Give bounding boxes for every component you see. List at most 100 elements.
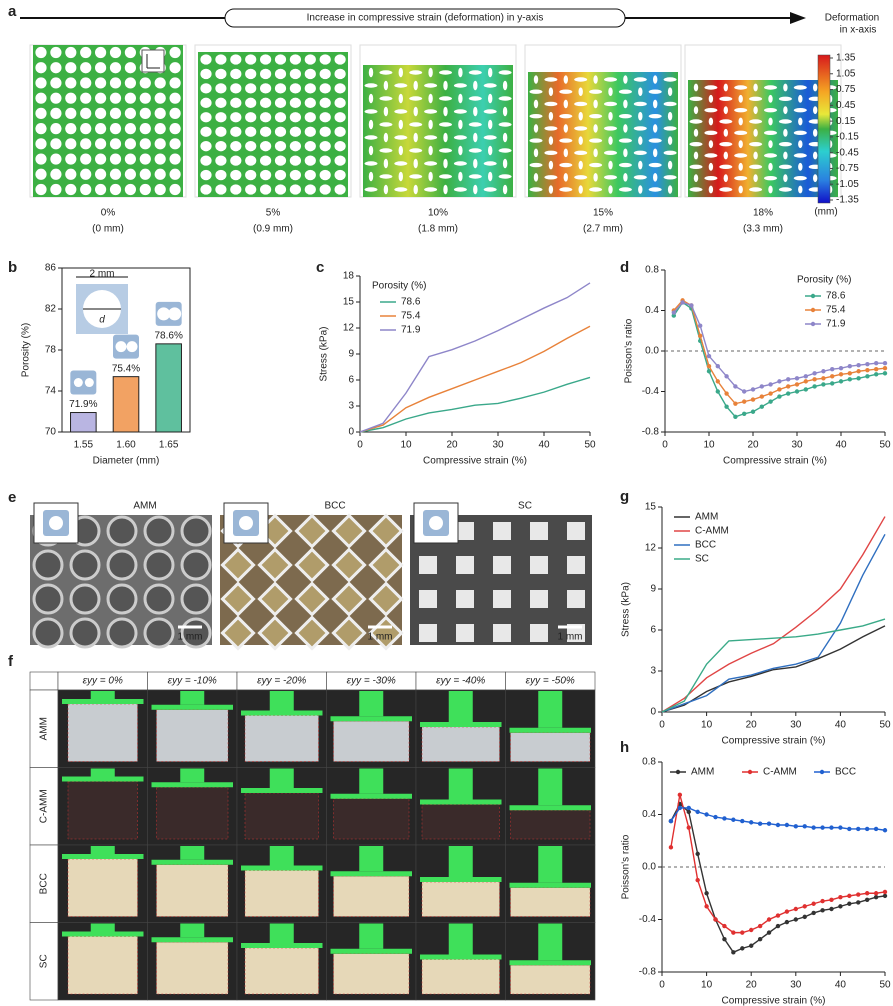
point xyxy=(768,391,772,395)
pore xyxy=(623,75,627,84)
point xyxy=(794,917,798,921)
pore xyxy=(50,169,61,180)
pore xyxy=(534,75,538,84)
pore xyxy=(215,127,226,137)
x-tick-label: 30 xyxy=(790,980,802,991)
pore xyxy=(365,109,378,113)
specimen xyxy=(157,865,229,917)
compression-rod xyxy=(91,924,115,932)
pore xyxy=(215,141,226,151)
compression-plate xyxy=(152,937,234,942)
point xyxy=(830,374,834,378)
x-tick-label: 1.55 xyxy=(74,440,94,451)
pore xyxy=(653,173,657,182)
point xyxy=(830,367,834,371)
pore xyxy=(473,107,477,116)
pore xyxy=(245,141,256,151)
pore xyxy=(200,141,211,151)
point xyxy=(733,415,737,419)
specimen xyxy=(511,965,591,994)
pore xyxy=(200,98,211,108)
photo-cell xyxy=(530,522,548,540)
pore xyxy=(379,96,392,100)
photo-pore xyxy=(145,517,173,545)
pore xyxy=(499,70,512,74)
pore xyxy=(125,108,136,119)
pore xyxy=(579,161,583,170)
pore xyxy=(653,75,657,84)
compression-rod xyxy=(449,769,473,800)
photo-cell xyxy=(530,556,548,574)
pore xyxy=(664,77,677,81)
pore xyxy=(488,68,492,77)
pore xyxy=(753,84,757,92)
point xyxy=(722,924,726,928)
y-axis-label: Stress (kPa) xyxy=(319,326,330,381)
pore xyxy=(559,138,572,142)
specimen xyxy=(422,805,500,840)
point xyxy=(795,382,799,386)
point xyxy=(838,825,842,829)
y-tick-label: 78 xyxy=(45,345,57,356)
point xyxy=(716,364,720,368)
point xyxy=(742,399,746,403)
compression-plate xyxy=(241,866,323,871)
point xyxy=(829,825,833,829)
pore xyxy=(200,184,211,194)
colorbar-tick-label: 1.35 xyxy=(836,53,856,64)
pore xyxy=(379,174,392,178)
x-tick-label: 10 xyxy=(400,440,412,451)
pore xyxy=(320,155,331,165)
point xyxy=(740,819,744,823)
row-header: C-AMM xyxy=(39,789,50,823)
specimen xyxy=(245,871,319,917)
pore xyxy=(110,47,121,58)
pore xyxy=(95,93,106,104)
colorbar-tick-label: -0.75 xyxy=(836,163,859,174)
x-axis-label: Diameter (mm) xyxy=(93,456,160,467)
table-corner xyxy=(30,672,58,690)
compression-plate xyxy=(241,788,323,793)
point xyxy=(803,824,807,828)
pore xyxy=(653,100,657,109)
colorbar-tick-label: 0.75 xyxy=(836,84,856,95)
pore xyxy=(384,133,388,142)
pore xyxy=(783,152,787,160)
pore xyxy=(290,155,301,165)
pore xyxy=(604,77,617,81)
pore xyxy=(80,77,91,88)
pore xyxy=(230,54,241,64)
pore xyxy=(634,102,647,106)
pore xyxy=(275,83,286,93)
pore xyxy=(275,127,286,137)
x-tick-label: 50 xyxy=(584,440,596,451)
compression-rod xyxy=(270,691,294,711)
point xyxy=(669,819,673,823)
pore xyxy=(443,107,447,116)
compression-plate xyxy=(241,943,323,948)
pore xyxy=(559,114,572,118)
column-header: εyy = 0% xyxy=(83,676,123,687)
pore xyxy=(155,93,166,104)
pore xyxy=(125,184,136,195)
pore xyxy=(608,112,612,121)
pore xyxy=(275,112,286,122)
compression-plate xyxy=(510,805,592,810)
compression-rod xyxy=(538,846,562,883)
point xyxy=(731,818,735,822)
legend-label: AMM xyxy=(691,767,714,778)
cube-icon-hole xyxy=(127,341,138,352)
pore xyxy=(783,106,787,114)
pore xyxy=(608,87,612,96)
pore xyxy=(589,90,602,94)
y-tick-label: 0.4 xyxy=(645,305,659,316)
pore xyxy=(50,93,61,104)
pore xyxy=(230,127,241,137)
pore xyxy=(469,174,482,178)
pore xyxy=(604,102,617,106)
pore xyxy=(473,81,477,90)
pore xyxy=(428,68,432,77)
panel-letter: c xyxy=(316,259,324,276)
pore xyxy=(369,172,373,181)
point xyxy=(740,930,744,934)
